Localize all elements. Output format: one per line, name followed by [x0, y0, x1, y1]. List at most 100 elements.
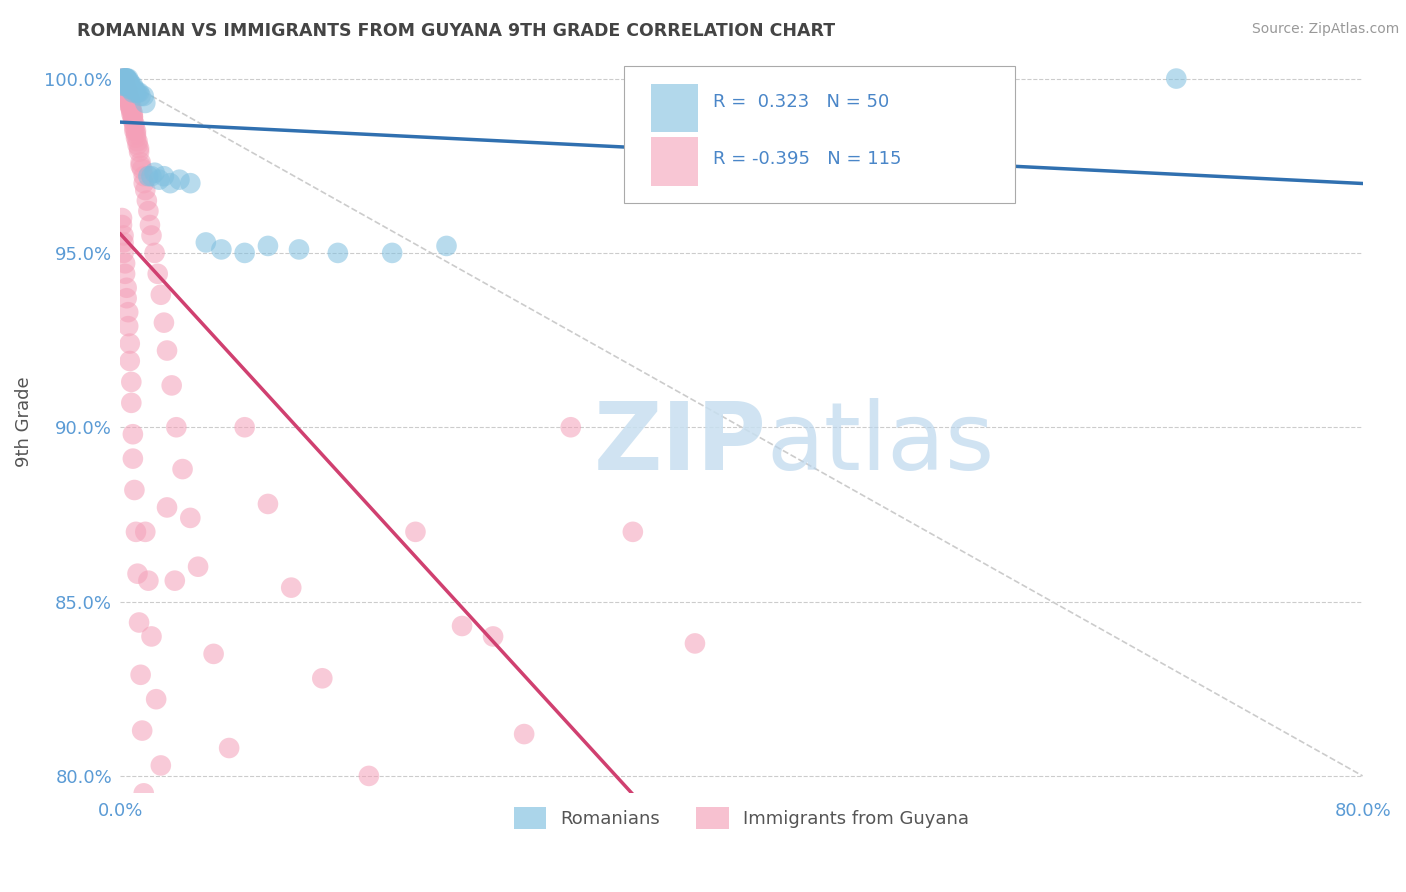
Point	[159, 176, 181, 190]
Point	[138, 204, 160, 219]
Point	[118, 99, 141, 113]
Point	[125, 86, 148, 100]
Point	[112, 75, 135, 89]
Point	[112, 78, 135, 93]
Point	[513, 727, 536, 741]
Point	[114, 82, 136, 96]
Point	[111, 71, 134, 86]
Point	[112, 71, 135, 86]
Point	[115, 89, 138, 103]
Bar	[651, 84, 697, 132]
Point	[209, 243, 232, 257]
Point	[121, 113, 143, 128]
Point	[115, 86, 138, 100]
Point	[121, 86, 143, 100]
Point	[560, 420, 582, 434]
Point	[114, 78, 136, 93]
Point	[117, 319, 139, 334]
Point	[202, 647, 225, 661]
Point	[1166, 71, 1188, 86]
Point	[120, 375, 142, 389]
Bar	[651, 137, 697, 186]
Text: Source: ZipAtlas.com: Source: ZipAtlas.com	[1251, 22, 1399, 37]
Point	[156, 343, 179, 358]
Point	[149, 758, 172, 772]
Point	[117, 89, 139, 103]
Point	[381, 246, 404, 260]
Point	[117, 75, 139, 89]
Point	[138, 169, 160, 184]
Legend: Romanians, Immigrants from Guyana: Romanians, Immigrants from Guyana	[506, 800, 977, 837]
Point	[125, 128, 148, 142]
Point	[111, 78, 134, 93]
Point	[117, 89, 139, 103]
Point	[994, 71, 1017, 86]
Point	[117, 95, 139, 110]
Point	[120, 78, 142, 93]
Point	[114, 71, 136, 86]
Point	[153, 169, 176, 184]
Point	[326, 246, 349, 260]
Point	[121, 106, 143, 120]
Point	[125, 124, 148, 138]
Point	[134, 95, 156, 110]
Point	[129, 89, 152, 103]
Point	[125, 524, 148, 539]
Point	[120, 103, 142, 117]
Point	[156, 500, 179, 515]
Point	[288, 243, 311, 257]
Point	[194, 235, 217, 250]
Text: R =  0.323   N = 50: R = 0.323 N = 50	[713, 94, 889, 112]
Point	[115, 281, 138, 295]
Point	[233, 420, 256, 434]
Point	[132, 89, 155, 103]
Point	[114, 75, 136, 89]
Point	[233, 246, 256, 260]
Point	[112, 235, 135, 250]
Point	[404, 524, 426, 539]
Point	[118, 78, 141, 93]
Point	[120, 103, 142, 117]
Point	[111, 211, 134, 225]
Point	[114, 75, 136, 89]
Point	[121, 427, 143, 442]
Point	[118, 75, 141, 89]
Point	[112, 246, 135, 260]
Point	[120, 99, 142, 113]
Point	[114, 82, 136, 96]
Point	[124, 124, 146, 138]
Point	[128, 86, 150, 100]
Point	[114, 78, 136, 93]
Point	[187, 559, 209, 574]
Y-axis label: 9th Grade: 9th Grade	[15, 376, 32, 467]
Point	[112, 75, 135, 89]
Point	[132, 786, 155, 800]
Point	[141, 228, 163, 243]
Point	[111, 71, 134, 86]
Text: R = -0.395   N = 115: R = -0.395 N = 115	[713, 150, 901, 168]
FancyBboxPatch shape	[623, 65, 1015, 202]
Point	[160, 378, 183, 392]
Point	[125, 131, 148, 145]
Point	[131, 162, 153, 177]
Point	[115, 291, 138, 305]
Point	[112, 71, 135, 86]
Point	[257, 497, 280, 511]
Point	[112, 228, 135, 243]
Point	[127, 566, 149, 581]
Point	[131, 723, 153, 738]
Point	[138, 574, 160, 588]
Point	[218, 741, 240, 756]
Point	[135, 194, 157, 208]
Point	[141, 169, 163, 184]
Point	[117, 78, 139, 93]
Point	[139, 218, 162, 232]
Point	[165, 420, 187, 434]
Point	[121, 110, 143, 124]
Point	[146, 267, 169, 281]
Point	[115, 71, 138, 86]
Point	[482, 630, 505, 644]
Point	[112, 82, 135, 96]
Point	[134, 524, 156, 539]
Point	[149, 287, 172, 301]
